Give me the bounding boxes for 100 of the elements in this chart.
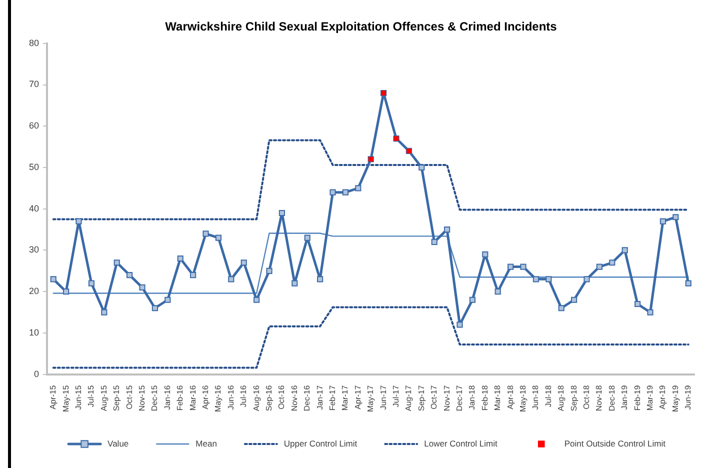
x-tick-label: Dec-17 [454, 384, 464, 412]
y-tick-label: 10 [28, 327, 40, 338]
x-tick-label: Feb-17 [328, 384, 337, 411]
x-tick-label: Mar-19 [645, 384, 654, 411]
x-tick-label: May-19 [670, 384, 680, 412]
x-tick-label: Feb-18 [480, 384, 490, 411]
point [190, 272, 196, 278]
x-tick-label: Dec-15 [150, 384, 160, 412]
point [50, 276, 56, 282]
x-tick-label: Apr-15 [48, 384, 58, 410]
point [596, 264, 602, 270]
point [685, 280, 692, 286]
x-tick-label: May-18 [518, 384, 528, 412]
point [444, 226, 450, 233]
x-tick-label: Jan-17 [315, 384, 324, 410]
x-tick-label: Jun-17 [378, 384, 388, 410]
point [647, 309, 654, 316]
point [114, 260, 120, 266]
x-tick-label: Jul-16 [239, 384, 248, 408]
point [482, 251, 488, 258]
point [292, 280, 298, 286]
x-tick-label: Aug-17 [404, 384, 414, 412]
x-tick-label: Jul-15 [86, 384, 96, 408]
y-tick-label: 80 [28, 38, 40, 48]
point [240, 260, 247, 266]
point [88, 280, 95, 286]
x-tick-label: Nov-15 [137, 384, 146, 412]
x-tick-label: Apr-17 [353, 384, 362, 410]
x-tick-label: Aug-15 [99, 384, 108, 412]
y-tick-label: 50 [28, 162, 40, 172]
x-tick-label: Dec-18 [607, 384, 616, 412]
x-tick-label: Sep-16 [264, 384, 274, 412]
x-tick-label: Sep-15 [112, 384, 122, 412]
point [139, 284, 146, 290]
y-tick-label: 20 [28, 286, 40, 296]
x-tick-label: May-16 [214, 384, 223, 412]
x-tick-label: Sep-17 [416, 384, 426, 412]
x-tick-label: Apr-16 [200, 384, 210, 410]
point [431, 238, 438, 245]
point [342, 189, 348, 196]
x-tick-label: Oct-16 [277, 384, 286, 410]
point [609, 260, 616, 266]
point [546, 276, 552, 282]
point [532, 276, 539, 282]
point [278, 210, 286, 216]
x-tick-label: Jun-16 [226, 384, 236, 410]
point [634, 300, 641, 308]
point [672, 214, 679, 220]
legend-label: Value [108, 438, 129, 448]
x-tick-label: Mar-17 [340, 384, 350, 411]
x-tick-label: Mar-16 [188, 384, 198, 411]
x-tick-label: Dec-16 [302, 384, 312, 412]
x-tick-label: Jun-19 [684, 384, 693, 410]
chart-title: Warwickshire Child Sexual Exploitation Offences & Crimed Incidents [165, 20, 558, 34]
point [520, 264, 526, 270]
point [558, 305, 564, 312]
x-tick-label: Aug-16 [252, 384, 261, 412]
x-tick-label: Jul-18 [544, 384, 553, 408]
x-tick-label: Jun-15 [74, 384, 83, 410]
x-tick-label: May-15 [61, 384, 70, 412]
point [469, 296, 476, 303]
x-tick-label: Jan-16 [162, 384, 172, 410]
x-tick-label: Oct-18 [582, 384, 591, 410]
point [494, 288, 501, 295]
x-tick-label: Nov-16 [290, 384, 299, 412]
y-tick-label: 40 [28, 203, 40, 214]
point [317, 276, 324, 282]
x-tick-label: Feb-16 [176, 384, 185, 411]
x-tick-label: Jan-19 [620, 384, 630, 410]
x-tick-label: Nov-18 [594, 384, 604, 412]
point [126, 272, 133, 278]
y-tick-label: 70 [28, 79, 40, 90]
y-tick-label: 30 [28, 244, 40, 255]
point [202, 230, 209, 237]
point [508, 264, 514, 270]
y-tick-label: 60 [28, 120, 40, 131]
point [660, 218, 666, 224]
point [330, 189, 336, 196]
point [571, 296, 578, 303]
point [584, 276, 590, 282]
point [164, 296, 171, 303]
point [215, 234, 222, 241]
x-tick-label: Oct-17 [430, 384, 439, 410]
x-tick-label: Jul-17 [391, 384, 400, 408]
point [177, 255, 184, 262]
point [355, 185, 362, 192]
point [418, 164, 425, 171]
legend-label: Upper Control Limit [284, 438, 358, 448]
point [152, 305, 158, 312]
point [622, 247, 628, 254]
point [76, 218, 82, 224]
point [266, 268, 272, 274]
x-tick-label: Jan-18 [468, 384, 477, 410]
y-tick-label: 0 [34, 368, 40, 379]
x-tick-label: Apr-18 [506, 384, 515, 410]
x-tick-label: Jun-18 [531, 384, 540, 410]
x-tick-label: Nov-17 [442, 384, 452, 412]
legend-label: Point Outside Control Limit [564, 438, 666, 448]
x-tick-label: May-17 [366, 384, 376, 412]
point [63, 288, 70, 295]
